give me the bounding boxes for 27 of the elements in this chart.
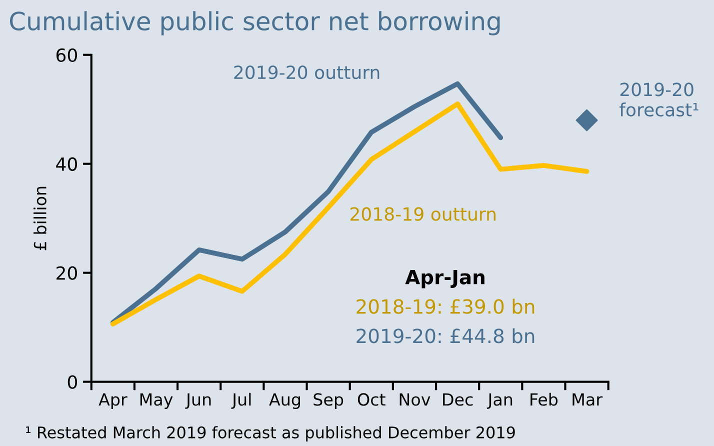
x-tick-label: Apr [98,393,128,410]
text: ¹ Restated March 2019 forecast as published December 2019 [26,426,515,442]
x-tick-label: May [140,393,173,410]
y-tick-label: 0 [68,375,77,389]
x-tick-label: Jul [231,392,251,409]
line-series [110,81,504,325]
x-tick-label: Feb [530,392,558,406]
x-tick-label: Jun [185,393,211,409]
y-axis-title: £ billion [34,186,46,250]
x-tick-label: Jan [486,393,512,409]
x-tick-label: Dec [443,393,473,406]
annotation: 2019-20: £44.8 bn [356,328,534,344]
text: 2019-20 outturn [234,66,380,80]
y-tick-label: 20 [56,266,77,280]
x-tick-label: Nov [400,393,430,406]
annotation: Apr-Jan [405,270,484,288]
y-tick-label: 40 [56,157,77,171]
x-tick-label: Oct [358,393,386,406]
line-series [110,101,590,326]
y-tick-label: 60 [56,48,77,62]
x-tick-label: Aug [269,393,300,410]
series-label: 2018-19 outturn [350,207,496,221]
series-label: 2019-20 forecast¹ [620,82,698,117]
chart-title: Cumulative public sector net borrowing [10,11,500,36]
x-tick-label: Mar [572,393,603,406]
annotation: 2018-19: £39.0 bn [356,298,534,314]
x-tick-label: Sep [314,393,344,410]
